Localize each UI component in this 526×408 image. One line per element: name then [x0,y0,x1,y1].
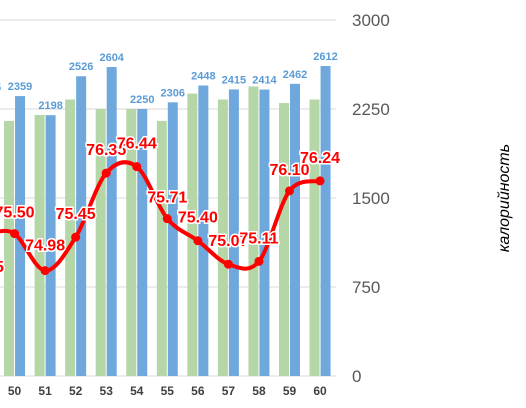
bar [248,86,259,376]
x-tick-label: 52 [69,384,83,398]
bar-value-label: 2448 [191,71,215,83]
y-tick-label: 2250 [352,100,390,119]
bar-value-label: 2250 [130,94,154,106]
bar [4,120,15,376]
x-tick-label: 54 [130,384,144,398]
bar-value-label: 2415 [222,74,246,86]
bar [95,109,106,376]
x-tick-label: 59 [283,384,297,398]
bar [217,99,228,377]
bar-value-labels: 2359 2198 2526 2604 2250 2306 2448 2415 2414 2462… [0,51,338,112]
x-tick-label: 60 [313,384,327,398]
x-axis: 50 51 52 53 54 55 56 57 58 59 60 [8,384,327,398]
x-tick-label: 56 [191,384,205,398]
line-point [10,229,20,239]
y-axis-title: калорийность [496,144,513,252]
line-value-label: 75.45 [56,206,96,223]
bar-value-label: 2359 [8,81,32,93]
line-value-label: 74.98 [25,238,65,255]
y-tick-label: 1500 [352,189,390,208]
bar-value-label: 2306 [161,87,185,99]
y-tick-label: 750 [352,278,380,297]
bar [45,115,56,377]
line-point [285,186,294,196]
bar [34,114,45,376]
line-value-label: 76.10 [269,162,309,179]
line-value-label: 75.40 [178,210,218,227]
line-point [193,236,203,246]
line-value-label: 76.44 [117,136,157,153]
bar [167,102,178,376]
bar [259,89,270,376]
bar-value-label: 2198 [38,100,62,112]
bar [106,66,117,376]
bar [156,120,167,376]
bar-value-label: 2612 [313,51,337,63]
line-point [223,259,233,269]
bar [228,89,239,377]
x-tick-label: 50 [8,384,22,398]
line-value-label: 76.35 [86,142,126,159]
line-value-label: 75.71 [147,190,187,207]
bar [126,109,137,376]
bar-series [4,66,331,377]
bar-value-label: 2526 [69,61,93,73]
line-series [0,160,325,276]
line-value-label: 76.24 [300,150,340,167]
bar-value-label: 2414 [252,75,277,87]
bar-value-label: 2604 [99,52,124,64]
line-point [71,232,81,242]
line-value-label: 75.07 [208,233,248,250]
y-axis-right: 0 750 1500 2250 3000 [352,11,390,386]
bar [309,99,320,377]
x-tick-label: 58 [252,384,266,398]
x-tick-label: 55 [161,384,175,398]
bar-value-label: 5 [0,82,1,94]
x-tick-label: 51 [38,384,52,398]
line-value-label: 75.50 [0,205,35,222]
bar [15,96,26,376]
bar [198,85,209,376]
bar-value-label: 2462 [283,69,307,81]
line-point [315,176,325,186]
line-value-label: 75.11 [239,230,278,247]
y-tick-label: 0 [352,367,361,386]
bar [290,83,300,377]
line-point [162,214,172,224]
bar [137,109,148,376]
bar [65,99,76,377]
bar [320,66,331,376]
line-point [254,256,264,266]
bar [279,103,289,377]
x-tick-label: 57 [222,384,236,398]
y-tick-label: 3000 [352,11,390,30]
line-point [40,266,50,276]
x-tick-label: 53 [100,384,114,398]
line-point [132,162,142,172]
line-point [101,168,111,178]
line-value-label: 5 [0,259,4,276]
